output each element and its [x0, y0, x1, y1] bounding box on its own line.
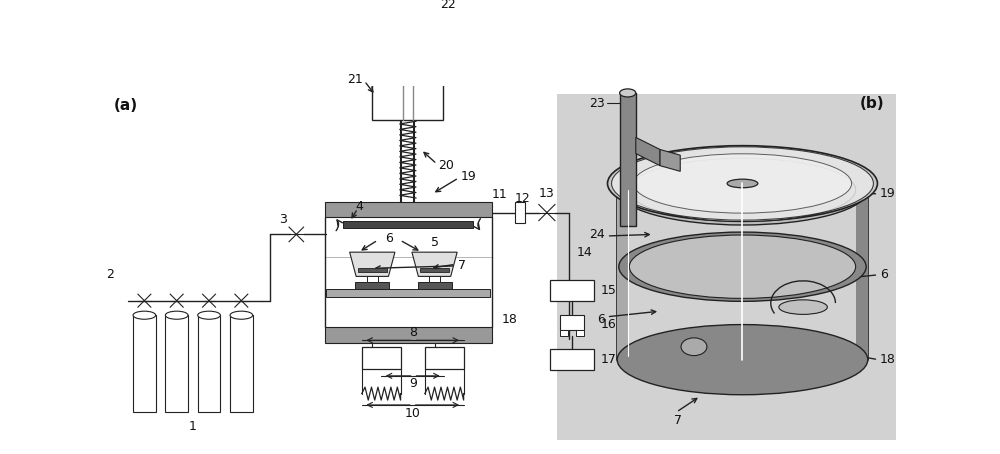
Bar — [560, 315, 584, 330]
Ellipse shape — [619, 232, 866, 301]
Ellipse shape — [629, 235, 856, 298]
Text: 12: 12 — [515, 192, 531, 204]
Bar — [372, 51, 443, 119]
Bar — [557, 94, 896, 440]
Text: 22: 22 — [440, 0, 456, 10]
Ellipse shape — [612, 147, 873, 220]
Text: (b): (b) — [859, 96, 884, 111]
Bar — [355, 282, 389, 289]
Text: 2: 2 — [106, 268, 114, 281]
Polygon shape — [412, 252, 457, 276]
Bar — [165, 315, 188, 412]
Text: 17: 17 — [600, 353, 616, 366]
Polygon shape — [856, 190, 868, 360]
Polygon shape — [660, 149, 680, 171]
Text: 15: 15 — [600, 284, 616, 296]
Text: 7: 7 — [458, 259, 466, 272]
Text: 10: 10 — [405, 406, 421, 419]
Bar — [550, 349, 594, 370]
Bar — [620, 93, 636, 226]
Text: 3: 3 — [279, 213, 287, 227]
Polygon shape — [617, 190, 629, 360]
Text: 24: 24 — [589, 228, 605, 241]
Ellipse shape — [681, 338, 707, 355]
Bar — [358, 267, 387, 272]
Text: 4: 4 — [355, 200, 363, 213]
Ellipse shape — [620, 89, 636, 97]
Text: 21: 21 — [347, 73, 363, 86]
Ellipse shape — [617, 325, 868, 395]
Bar — [379, 38, 437, 51]
Ellipse shape — [133, 311, 156, 319]
Text: 16: 16 — [600, 318, 616, 331]
Bar — [362, 347, 401, 370]
Text: (a): (a) — [114, 98, 138, 113]
Polygon shape — [636, 138, 660, 166]
Bar — [515, 202, 525, 223]
Text: 6: 6 — [385, 232, 393, 245]
Ellipse shape — [617, 155, 868, 225]
Text: 6: 6 — [880, 268, 888, 281]
Bar — [429, 276, 440, 282]
Bar — [133, 315, 156, 412]
Text: 23: 23 — [589, 97, 605, 110]
Bar — [198, 315, 220, 412]
Text: 8: 8 — [410, 326, 418, 339]
Bar — [420, 267, 449, 272]
Bar — [230, 315, 253, 412]
Text: 19: 19 — [880, 188, 896, 201]
Bar — [343, 222, 473, 228]
Text: 9: 9 — [410, 377, 417, 390]
Bar — [367, 276, 378, 282]
Bar — [325, 202, 492, 217]
Text: 13: 13 — [539, 187, 555, 200]
Text: 6: 6 — [597, 313, 605, 326]
Text: 19: 19 — [460, 170, 476, 183]
Bar — [560, 330, 568, 336]
Bar — [325, 327, 492, 344]
Bar — [576, 330, 584, 336]
Polygon shape — [350, 252, 395, 276]
Text: 14: 14 — [577, 247, 593, 260]
Bar — [550, 280, 594, 301]
Text: 18: 18 — [502, 313, 517, 326]
Ellipse shape — [198, 311, 220, 319]
Text: 5: 5 — [431, 236, 439, 249]
Text: 18: 18 — [880, 353, 896, 366]
Text: 1: 1 — [189, 420, 197, 433]
Ellipse shape — [607, 146, 877, 221]
Text: 7: 7 — [674, 414, 682, 427]
Bar — [425, 347, 464, 370]
Text: 20: 20 — [439, 159, 454, 172]
Ellipse shape — [633, 154, 852, 213]
Ellipse shape — [779, 300, 827, 315]
Ellipse shape — [629, 158, 856, 222]
Ellipse shape — [165, 311, 188, 319]
Bar — [326, 289, 490, 296]
Ellipse shape — [230, 311, 253, 319]
Bar — [418, 282, 452, 289]
Text: 11: 11 — [492, 188, 508, 201]
Ellipse shape — [727, 179, 758, 188]
